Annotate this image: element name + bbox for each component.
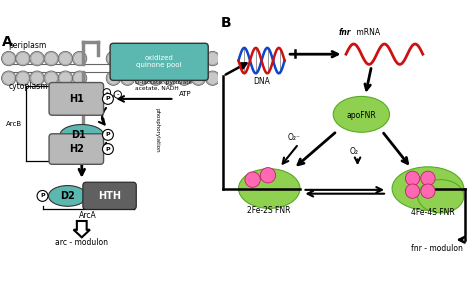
Text: D-lactate, pyruvate
acetate, NADH: D-lactate, pyruvate acetate, NADH — [135, 80, 192, 91]
Text: ATP: ATP — [179, 91, 191, 97]
Circle shape — [245, 172, 260, 187]
Text: oxidized
quinone pool: oxidized quinone pool — [137, 55, 182, 68]
Circle shape — [58, 51, 73, 66]
Text: D1: D1 — [71, 130, 86, 140]
Ellipse shape — [333, 96, 390, 132]
Text: 4Fe-4S FNR: 4Fe-4S FNR — [411, 208, 455, 217]
Text: -: - — [106, 89, 108, 95]
Text: HTH: HTH — [98, 191, 121, 201]
Circle shape — [37, 190, 48, 201]
Text: H2: H2 — [69, 144, 84, 154]
Circle shape — [149, 71, 163, 86]
Circle shape — [102, 144, 113, 154]
Text: ArcB: ArcB — [6, 121, 22, 127]
Circle shape — [1, 51, 16, 66]
Text: P: P — [106, 96, 110, 101]
Circle shape — [16, 51, 30, 66]
Text: fnr - modulon: fnr - modulon — [410, 244, 463, 253]
Circle shape — [102, 129, 113, 140]
Circle shape — [149, 51, 163, 66]
Text: arc - modulon: arc - modulon — [55, 238, 108, 247]
Text: -: - — [117, 91, 119, 97]
Circle shape — [30, 71, 44, 86]
Circle shape — [135, 51, 149, 66]
Ellipse shape — [60, 125, 104, 145]
Circle shape — [205, 71, 220, 86]
Ellipse shape — [238, 169, 300, 208]
Circle shape — [114, 91, 121, 98]
Ellipse shape — [48, 186, 87, 206]
Text: apoFNR: apoFNR — [346, 111, 376, 120]
Text: 2Fe-2S FNR: 2Fe-2S FNR — [247, 206, 291, 215]
Text: O₂: O₂ — [350, 147, 359, 156]
FancyBboxPatch shape — [83, 182, 137, 209]
Text: ArcA: ArcA — [80, 211, 97, 220]
FancyBboxPatch shape — [49, 83, 103, 115]
Circle shape — [73, 51, 87, 66]
Text: P: P — [106, 146, 110, 152]
Circle shape — [58, 71, 73, 86]
Circle shape — [102, 93, 113, 104]
Circle shape — [73, 71, 87, 86]
Text: B: B — [220, 16, 231, 30]
Polygon shape — [73, 221, 90, 237]
Circle shape — [421, 184, 435, 198]
Circle shape — [177, 71, 191, 86]
FancyBboxPatch shape — [110, 43, 208, 80]
Circle shape — [421, 171, 435, 186]
Circle shape — [106, 71, 120, 86]
FancyBboxPatch shape — [49, 134, 103, 164]
Circle shape — [120, 51, 135, 66]
Text: DNA: DNA — [253, 77, 270, 86]
Text: mRNA: mRNA — [354, 28, 380, 37]
Circle shape — [260, 168, 276, 183]
Circle shape — [106, 51, 120, 66]
Text: periplasm: periplasm — [9, 41, 47, 50]
Circle shape — [191, 71, 206, 86]
Circle shape — [44, 71, 58, 86]
Text: P: P — [106, 132, 110, 137]
Text: D2: D2 — [60, 191, 75, 201]
Circle shape — [405, 171, 420, 186]
Circle shape — [405, 184, 420, 198]
Text: P: P — [40, 194, 45, 198]
Circle shape — [30, 51, 44, 66]
Circle shape — [1, 71, 16, 86]
Text: cytoplasm: cytoplasm — [9, 82, 48, 91]
Text: H1: H1 — [69, 94, 84, 104]
Ellipse shape — [418, 180, 464, 213]
Circle shape — [163, 71, 177, 86]
Circle shape — [205, 51, 220, 66]
Text: fnr: fnr — [338, 28, 351, 37]
Ellipse shape — [392, 167, 464, 210]
Circle shape — [135, 71, 149, 86]
Text: A: A — [2, 34, 13, 48]
Circle shape — [44, 51, 58, 66]
Circle shape — [191, 51, 206, 66]
Text: phosphorylation: phosphorylation — [155, 108, 159, 153]
Circle shape — [163, 51, 177, 66]
Text: O₂⁻: O₂⁻ — [287, 133, 300, 142]
Circle shape — [120, 71, 135, 86]
Circle shape — [16, 71, 30, 86]
Circle shape — [177, 51, 191, 66]
Circle shape — [103, 89, 110, 96]
